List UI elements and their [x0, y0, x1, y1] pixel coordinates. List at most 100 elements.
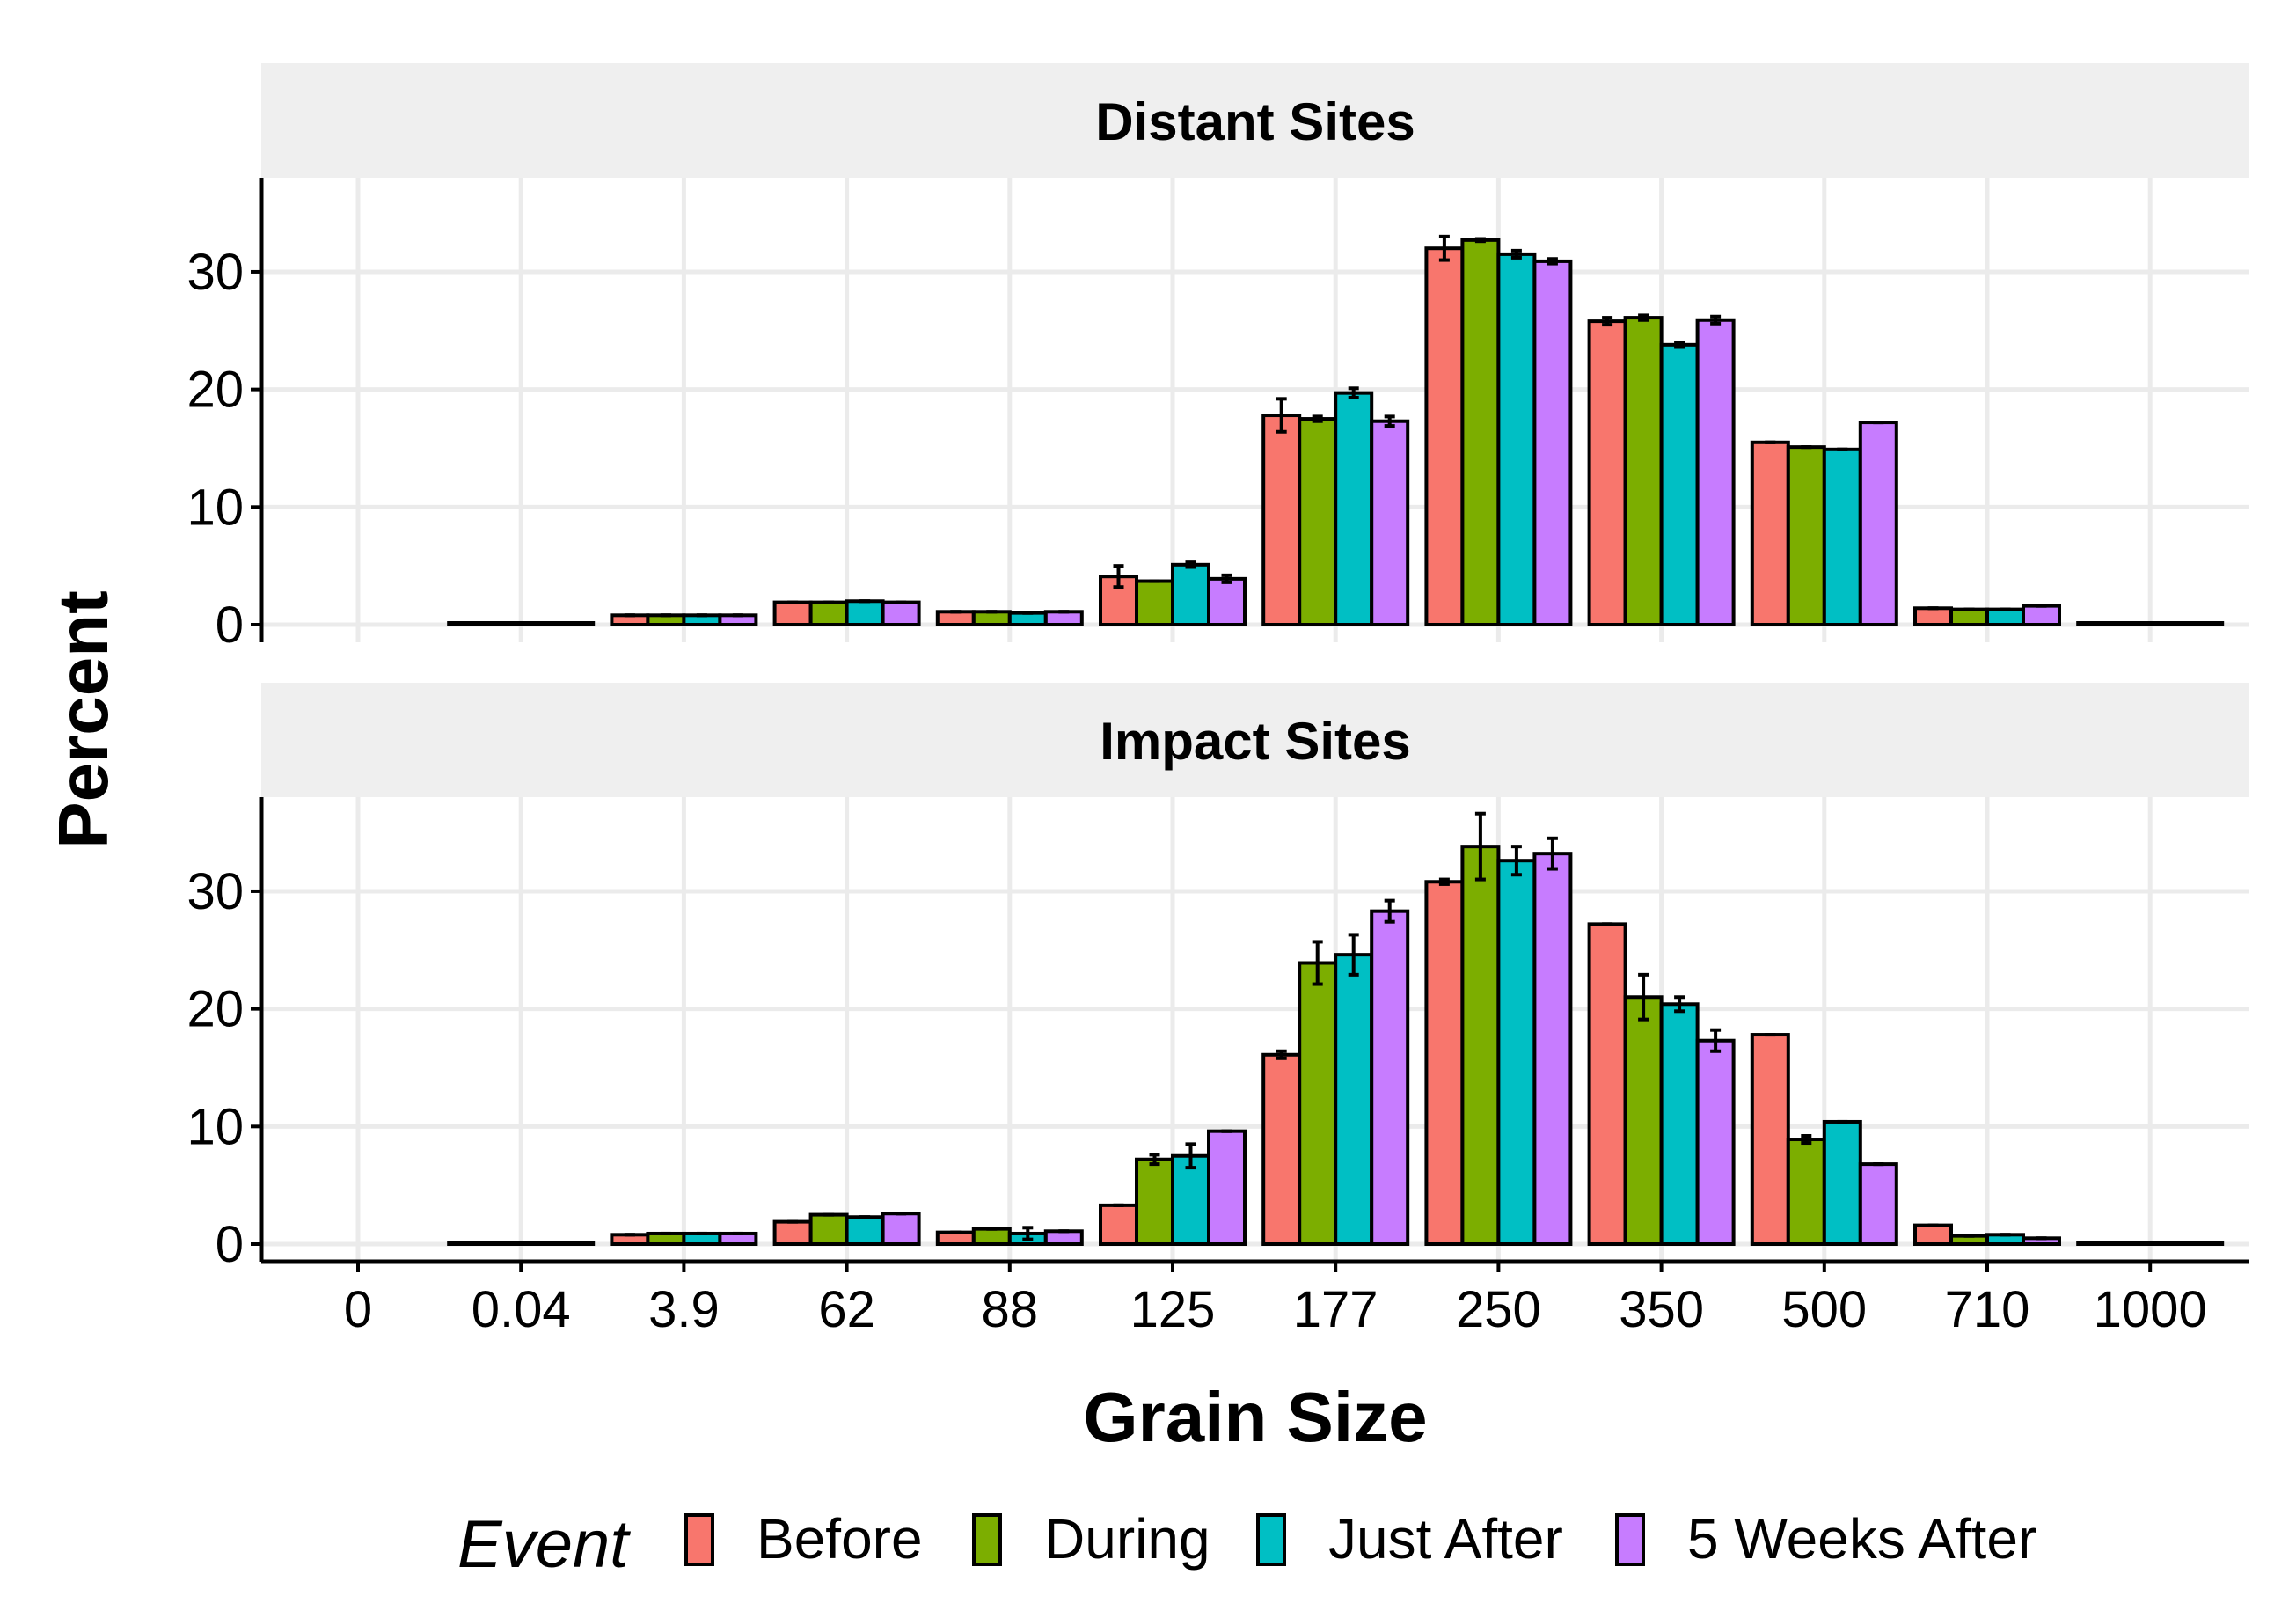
bar-during-88 [971, 1227, 1012, 1247]
bar-before-177 [1261, 414, 1302, 627]
bar-during-125 [1135, 579, 1174, 627]
bar-during-500 [1786, 445, 1826, 626]
bar-before-500 [1750, 440, 1790, 626]
x-tick-label: 88 [982, 1281, 1039, 1338]
y-tick-label: 20 [186, 362, 244, 419]
bar-just-after-250 [1496, 859, 1537, 1246]
bar-during-500 [1786, 1138, 1826, 1246]
bar-before-250 [1424, 880, 1465, 1246]
bar-just-after-250 [1496, 252, 1537, 626]
bar-just-after-88 [1007, 611, 1048, 627]
panel-title: Distant Sites [1095, 92, 1415, 151]
legend-key-during [972, 1513, 1002, 1566]
panel-y-axis: 0 10 20 30 [186, 178, 264, 654]
x-tick-label: 1000 [2094, 1281, 2207, 1338]
bar-during-177 [1298, 417, 1338, 627]
bar-before-125 [1099, 1203, 1138, 1246]
legend-label: Before [757, 1507, 923, 1571]
y-tick-label: 10 [186, 1098, 244, 1155]
y-tick-label: 30 [186, 863, 244, 920]
y-tick-label: 20 [186, 981, 244, 1038]
bar-before-88 [935, 1230, 976, 1247]
bar-5-weeks-after-88 [1043, 1229, 1084, 1246]
x-tick-label: 125 [1130, 1281, 1216, 1338]
panel-title: Impact Sites [1100, 712, 1410, 771]
bar-during-62 [808, 600, 849, 626]
bar-before-710 [1913, 606, 1953, 627]
bar-5-weeks-after-500 [1858, 421, 1898, 627]
x-axis: 0 0.04 3.9 62 88 125 177 250 350 500 710 1000 [261, 1259, 2249, 1338]
bar-during-350 [1623, 995, 1664, 1247]
legend-label: 5 Weeks After [1687, 1507, 2036, 1571]
bar-during-88 [971, 610, 1012, 627]
panel-distant-sites: Distant Sites 0 10 20 30 [186, 63, 2249, 654]
y-tick-label: 10 [186, 479, 244, 536]
bar-before-177 [1261, 1052, 1302, 1247]
bar-just-after-62 [845, 599, 885, 627]
legend-key-5-weeks-after [1615, 1513, 1645, 1566]
y-tick-label: 30 [186, 244, 244, 301]
x-tick-label: 0.04 [472, 1281, 571, 1338]
bar-5-weeks-after-500 [1858, 1162, 1898, 1246]
bar-before-88 [935, 610, 976, 627]
bar-during-250 [1460, 845, 1501, 1246]
bar-5-weeks-after-350 [1695, 318, 1736, 626]
bar-5-weeks-after-62 [881, 1212, 921, 1246]
bar-during-62 [808, 1212, 849, 1247]
bar-before-250 [1424, 246, 1465, 626]
bar-just-after-500 [1822, 1119, 1862, 1246]
bar-before-350 [1587, 319, 1627, 626]
legend-key-just-after [1256, 1513, 1286, 1566]
bar-before-500 [1750, 1033, 1790, 1247]
bar-5-weeks-after-177 [1370, 909, 1410, 1247]
x-tick-label: 177 [1293, 1281, 1378, 1338]
bar-before-710 [1913, 1223, 1953, 1246]
y-tick-label: 0 [216, 597, 244, 654]
x-tick-label: 3.9 [648, 1281, 720, 1338]
panel-y-axis: 0 10 20 30 [186, 797, 264, 1273]
bar-5-weeks-after-350 [1695, 1038, 1736, 1246]
legend-label: During [1044, 1507, 1210, 1571]
bar-5-weeks-after-177 [1370, 419, 1410, 626]
panel-impact-sites: Impact Sites 0 10 20 30 [186, 683, 2249, 1273]
bar-5-weeks-after-62 [881, 600, 921, 626]
bar-during-177 [1298, 961, 1338, 1246]
x-tick-label: 500 [1781, 1281, 1867, 1338]
bar-5-weeks-after-250 [1532, 852, 1573, 1246]
x-axis-title: Grain Size [1083, 1378, 1427, 1456]
bar-during-125 [1135, 1157, 1174, 1246]
bar-just-after-710 [1985, 607, 2025, 626]
bar-just-after-500 [1822, 447, 1862, 626]
bar-during-710 [1949, 607, 1989, 626]
panel-bars [447, 234, 2225, 627]
bar-just-after-350 [1659, 342, 1700, 626]
bar-just-after-177 [1334, 391, 1374, 626]
y-tick-label: 0 [216, 1216, 244, 1273]
legend-items: Before During Just After 5 Weeks After [684, 1507, 2036, 1571]
bar-before-62 [772, 600, 813, 626]
bar-during-250 [1460, 238, 1501, 626]
bar-just-after-177 [1334, 953, 1374, 1246]
bar-5-weeks-after-88 [1043, 610, 1084, 627]
legend-key-before [684, 1513, 714, 1566]
x-tick-label: 62 [818, 1281, 875, 1338]
y-axis-title: Percent [44, 590, 122, 848]
legend-title: Event [457, 1507, 631, 1582]
bar-before-350 [1587, 922, 1627, 1246]
bar-5-weeks-after-125 [1207, 1129, 1247, 1247]
x-tick-label: 250 [1456, 1281, 1541, 1338]
bar-just-after-350 [1659, 1002, 1700, 1246]
panel-bars [447, 811, 2225, 1247]
legend: Event Before During Just After 5 Weeks Afte… [457, 1507, 2036, 1582]
x-tick-label: 0 [344, 1281, 372, 1338]
x-tick-label: 710 [1945, 1281, 2030, 1338]
panel-strip-background [261, 683, 2249, 797]
bar-before-62 [772, 1219, 813, 1246]
bar-5-weeks-after-710 [2022, 604, 2061, 627]
x-tick-label: 350 [1619, 1281, 1704, 1338]
bar-just-after-125 [1171, 562, 1210, 626]
panel-strip-background [261, 63, 2249, 178]
bar-just-after-62 [845, 1215, 885, 1247]
